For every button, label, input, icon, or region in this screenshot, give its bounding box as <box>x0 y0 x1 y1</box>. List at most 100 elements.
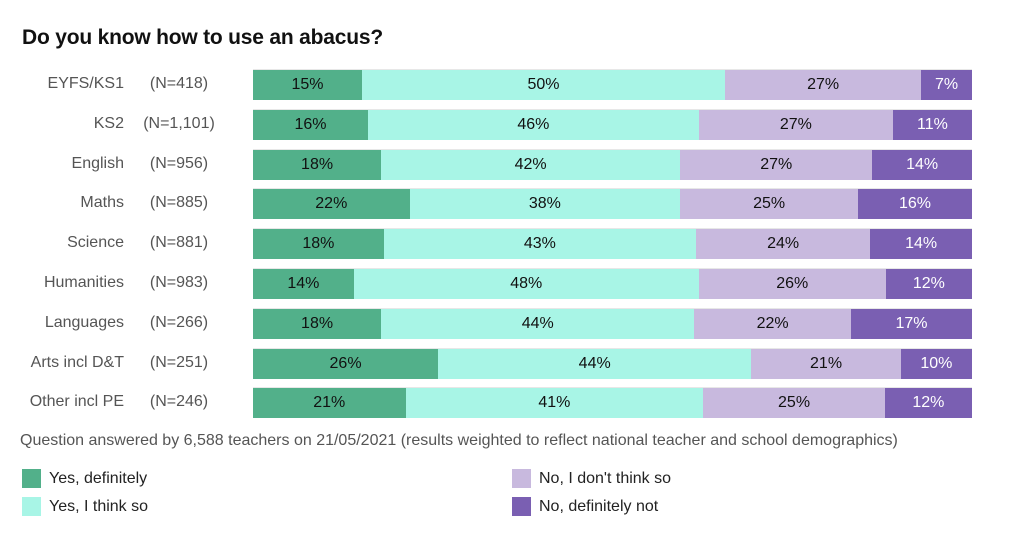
data-label: 12% <box>912 275 945 292</box>
row-sample-size: (N=266) <box>149 313 209 331</box>
data-label: 50% <box>527 76 560 93</box>
bar-segment: 17% <box>850 308 972 339</box>
legend-label: Yes, definitely <box>49 469 148 487</box>
legend-item: No, definitely not <box>512 497 658 516</box>
data-label: 26% <box>776 275 809 292</box>
bar-segment: 24% <box>696 229 871 260</box>
stacked-bar: 18% 43% 24% 14% <box>253 228 972 260</box>
legend-swatch <box>512 497 531 516</box>
data-label: 27% <box>807 76 840 93</box>
row-sample-size: (N=956) <box>149 154 209 172</box>
row-sample-size: (N=246) <box>149 393 209 411</box>
bar-segment: 16% <box>253 109 369 140</box>
stacked-bar: 21% 41% 25% 12% <box>253 387 972 419</box>
bar-segment: 48% <box>353 269 699 299</box>
data-label: 18% <box>302 235 335 253</box>
bar-segment: 18% <box>253 229 384 260</box>
bar-segment: 18% <box>253 308 382 339</box>
data-label: 43% <box>523 235 556 253</box>
bar-segment: 22% <box>694 308 851 339</box>
bar-segment: 26% <box>253 348 439 379</box>
data-label: 14% <box>906 155 939 173</box>
data-label: 26% <box>329 354 362 372</box>
bar-segment: 43% <box>383 229 696 260</box>
stacked-bar: 15% 50% 27% 7% <box>253 69 972 100</box>
data-label: 15% <box>291 76 324 93</box>
row-label: Arts incl D&T <box>30 353 124 371</box>
data-label: 10% <box>920 354 953 372</box>
data-label: 14% <box>287 275 320 292</box>
data-label: 25% <box>778 394 811 412</box>
data-label: 38% <box>528 195 561 213</box>
row-label: EYFS/KS1 <box>47 75 124 92</box>
bar-segment: 38% <box>409 189 681 220</box>
data-label: 41% <box>538 394 571 412</box>
data-label: 18% <box>301 314 334 332</box>
data-label: 7% <box>934 76 959 93</box>
stacked-bar: 26% 44% 21% 10% <box>253 347 972 379</box>
bar-segment: 27% <box>698 109 893 140</box>
data-label: 21% <box>810 354 843 372</box>
bar-segment: 11% <box>892 109 972 140</box>
row-label: Science <box>67 234 124 252</box>
data-label: 16% <box>294 115 327 133</box>
bar-segment: 21% <box>751 348 901 379</box>
chart-title: Do you know how to use an abacus? <box>22 26 383 49</box>
legend-item: Yes, definitely <box>22 469 147 488</box>
bar-segment: 27% <box>680 149 873 180</box>
bar-segment: 41% <box>405 388 704 419</box>
bar-segment: 50% <box>361 70 726 100</box>
row-label: English <box>71 154 124 172</box>
data-label: 16% <box>899 195 932 213</box>
legend-label: Yes, I think so <box>49 497 149 515</box>
data-label: 46% <box>517 115 550 133</box>
data-label: 27% <box>779 115 812 133</box>
bar-segment: 10% <box>900 348 972 379</box>
data-label: 24% <box>767 235 800 253</box>
data-label: 22% <box>756 314 789 332</box>
stacked-bar: 18% 44% 22% 17% <box>253 307 972 339</box>
legend-label: No, I don't think so <box>539 469 672 487</box>
data-label: 12% <box>912 394 945 412</box>
bar-segment: 14% <box>872 149 972 180</box>
bar-segment: 25% <box>680 189 859 220</box>
bar-segment: 46% <box>368 109 699 140</box>
stacked-bar: 22% 38% 25% 16% <box>253 188 972 220</box>
data-label: 18% <box>301 155 334 173</box>
data-label: 21% <box>313 394 346 412</box>
bar-segment: 44% <box>438 348 752 379</box>
row-label: Maths <box>80 194 124 212</box>
data-label: 11% <box>917 115 948 133</box>
legend-item: Yes, I think so <box>22 497 148 516</box>
data-label: 22% <box>315 195 348 213</box>
legend-item: No, I don't think so <box>512 469 671 488</box>
bar-segment: 15% <box>253 70 362 100</box>
bar-segment: 21% <box>253 388 406 419</box>
chart-footnote: Question answered by 6,588 teachers on 2… <box>20 432 898 449</box>
stacked-bar: 16% 46% 27% 11% <box>253 108 972 140</box>
data-label: 42% <box>514 155 547 173</box>
row-sample-size: (N=251) <box>149 353 209 371</box>
data-label: 48% <box>510 275 543 292</box>
data-label: 25% <box>753 195 786 213</box>
row-sample-size: (N=881) <box>149 234 209 252</box>
bar-segment: 12% <box>884 388 972 419</box>
bar-segment: 18% <box>253 149 382 180</box>
bar-segment: 25% <box>703 388 885 419</box>
bar-segment: 14% <box>870 229 972 260</box>
bar-segment: 27% <box>725 70 922 100</box>
bar-segment: 12% <box>885 269 972 299</box>
row-label: Humanities <box>43 274 124 291</box>
data-label: 44% <box>521 314 554 332</box>
bar-segment: 7% <box>921 70 972 100</box>
data-label: 27% <box>760 155 793 173</box>
row-label: Other incl PE <box>29 393 124 411</box>
legend-swatch <box>22 469 41 488</box>
legend-swatch <box>22 497 41 516</box>
row-sample-size: (N=983) <box>149 274 209 291</box>
legend-label: No, definitely not <box>539 497 659 515</box>
bar-segment: 44% <box>381 308 695 339</box>
stacked-bar: 14% 48% 26% 12% <box>253 268 972 299</box>
row-label: KS2 <box>93 114 124 132</box>
row-sample-size: (N=418) <box>149 75 209 92</box>
